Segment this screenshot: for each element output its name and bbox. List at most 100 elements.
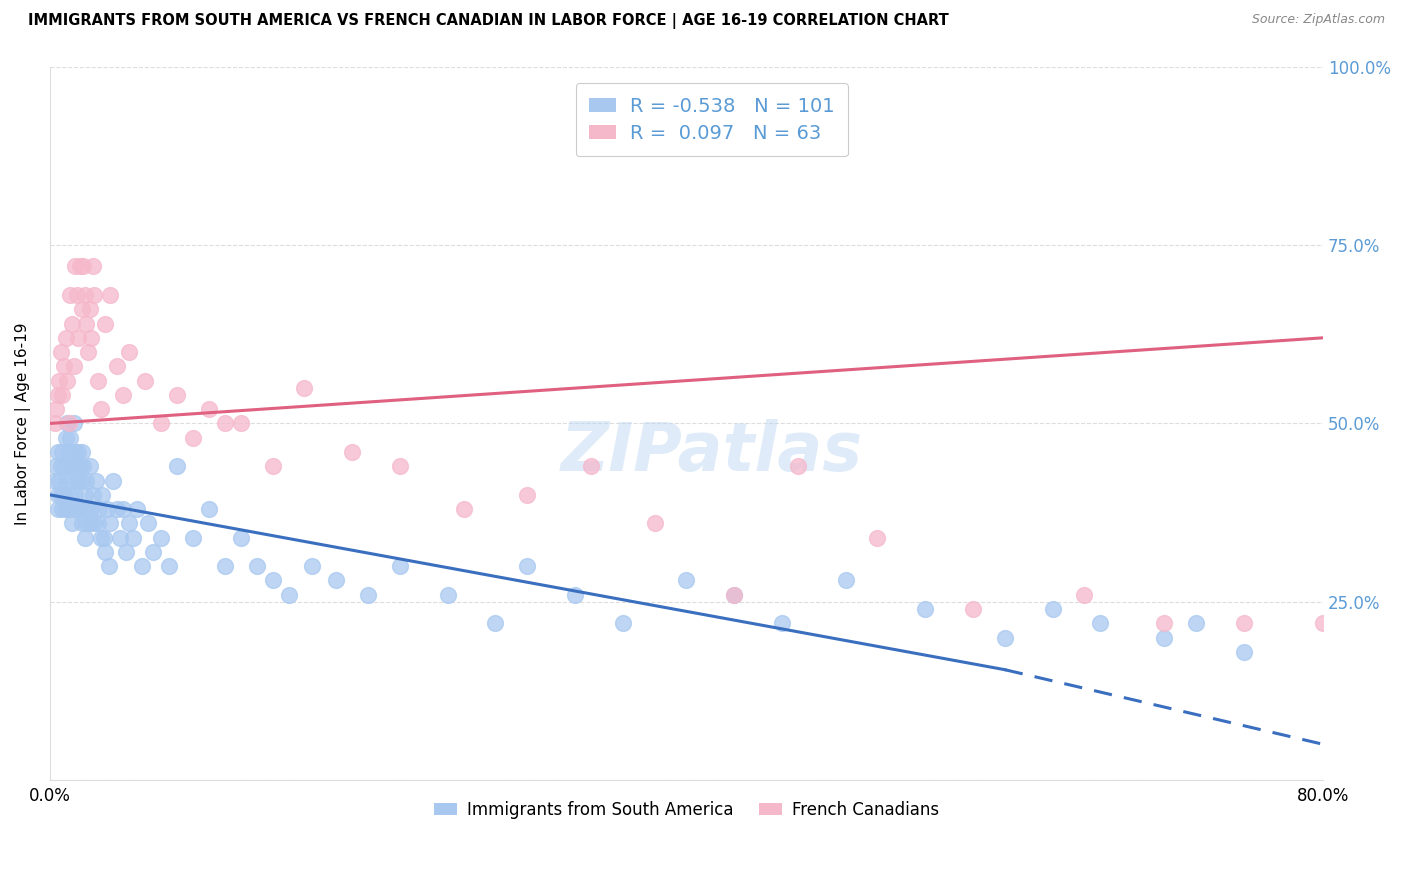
- Point: [118, 345, 141, 359]
- Point: [86, 374, 108, 388]
- Point: [1184, 616, 1206, 631]
- Point: [46, 488, 69, 502]
- Point: [48, 374, 70, 388]
- Point: [150, 417, 173, 431]
- Point: [118, 516, 141, 531]
- Point: [786, 459, 808, 474]
- Point: [70, 474, 93, 488]
- Point: [84, 474, 107, 488]
- Point: [58, 417, 80, 431]
- Point: [675, 574, 697, 588]
- Y-axis label: In Labor Force | Age 16-19: In Labor Force | Age 16-19: [15, 322, 31, 524]
- Point: [229, 531, 252, 545]
- Point: [69, 459, 91, 474]
- Text: IMMIGRANTS FROM SOUTH AMERICA VS FRENCH CANADIAN IN LABOR FORCE | AGE 16-19 CORR: IMMIGRANTS FROM SOUTH AMERICA VS FRENCH …: [28, 13, 949, 29]
- Point: [96, 502, 118, 516]
- Point: [1090, 616, 1112, 631]
- Point: [67, 331, 90, 345]
- Point: [564, 588, 586, 602]
- Point: [44, 474, 66, 488]
- Point: [181, 531, 204, 545]
- Point: [62, 359, 84, 374]
- Point: [63, 445, 86, 459]
- Point: [246, 559, 269, 574]
- Point: [294, 381, 316, 395]
- Point: [75, 317, 97, 331]
- Point: [73, 531, 96, 545]
- Point: [62, 502, 84, 516]
- Point: [105, 359, 128, 374]
- Point: [994, 631, 1017, 645]
- Point: [60, 516, 83, 531]
- Point: [277, 588, 299, 602]
- Point: [134, 374, 156, 388]
- Point: [723, 588, 745, 602]
- Point: [58, 502, 80, 516]
- Point: [59, 459, 82, 474]
- Point: [453, 502, 475, 516]
- Point: [67, 445, 90, 459]
- Point: [55, 331, 77, 345]
- Point: [914, 602, 936, 616]
- Point: [214, 417, 236, 431]
- Point: [75, 474, 97, 488]
- Point: [72, 459, 94, 474]
- Point: [56, 474, 79, 488]
- Point: [579, 459, 602, 474]
- Point: [962, 602, 984, 616]
- Point: [90, 531, 112, 545]
- Point: [44, 417, 66, 431]
- Point: [121, 531, 143, 545]
- Point: [436, 588, 458, 602]
- Point: [90, 402, 112, 417]
- Point: [103, 474, 125, 488]
- Point: [49, 345, 72, 359]
- Point: [644, 516, 666, 531]
- Point: [138, 516, 160, 531]
- Point: [86, 516, 108, 531]
- Point: [166, 459, 188, 474]
- Point: [516, 488, 538, 502]
- Point: [612, 616, 634, 631]
- Point: [60, 474, 83, 488]
- Point: [83, 288, 105, 302]
- Point: [69, 502, 91, 516]
- Point: [55, 459, 77, 474]
- Point: [77, 502, 100, 516]
- Point: [111, 388, 134, 402]
- Text: Source: ZipAtlas.com: Source: ZipAtlas.com: [1251, 13, 1385, 27]
- Point: [866, 531, 889, 545]
- Point: [66, 459, 89, 474]
- Point: [79, 459, 101, 474]
- Point: [127, 502, 149, 516]
- Point: [166, 388, 188, 402]
- Point: [45, 459, 67, 474]
- Point: [1153, 616, 1175, 631]
- Point: [388, 559, 411, 574]
- Point: [198, 502, 221, 516]
- Point: [48, 474, 70, 488]
- Point: [388, 459, 411, 474]
- Point: [516, 559, 538, 574]
- Point: [325, 574, 347, 588]
- Point: [181, 431, 204, 445]
- Point: [214, 559, 236, 574]
- Point: [58, 445, 80, 459]
- Point: [67, 474, 90, 488]
- Point: [56, 374, 79, 388]
- Point: [80, 331, 103, 345]
- Point: [49, 459, 72, 474]
- Point: [723, 588, 745, 602]
- Point: [55, 502, 77, 516]
- Point: [262, 459, 284, 474]
- Point: [115, 545, 138, 559]
- Point: [91, 488, 114, 502]
- Point: [62, 459, 84, 474]
- Point: [357, 588, 380, 602]
- Point: [108, 531, 131, 545]
- Point: [49, 488, 72, 502]
- Point: [72, 260, 94, 274]
- Point: [77, 345, 100, 359]
- Point: [1153, 631, 1175, 645]
- Point: [80, 502, 103, 516]
